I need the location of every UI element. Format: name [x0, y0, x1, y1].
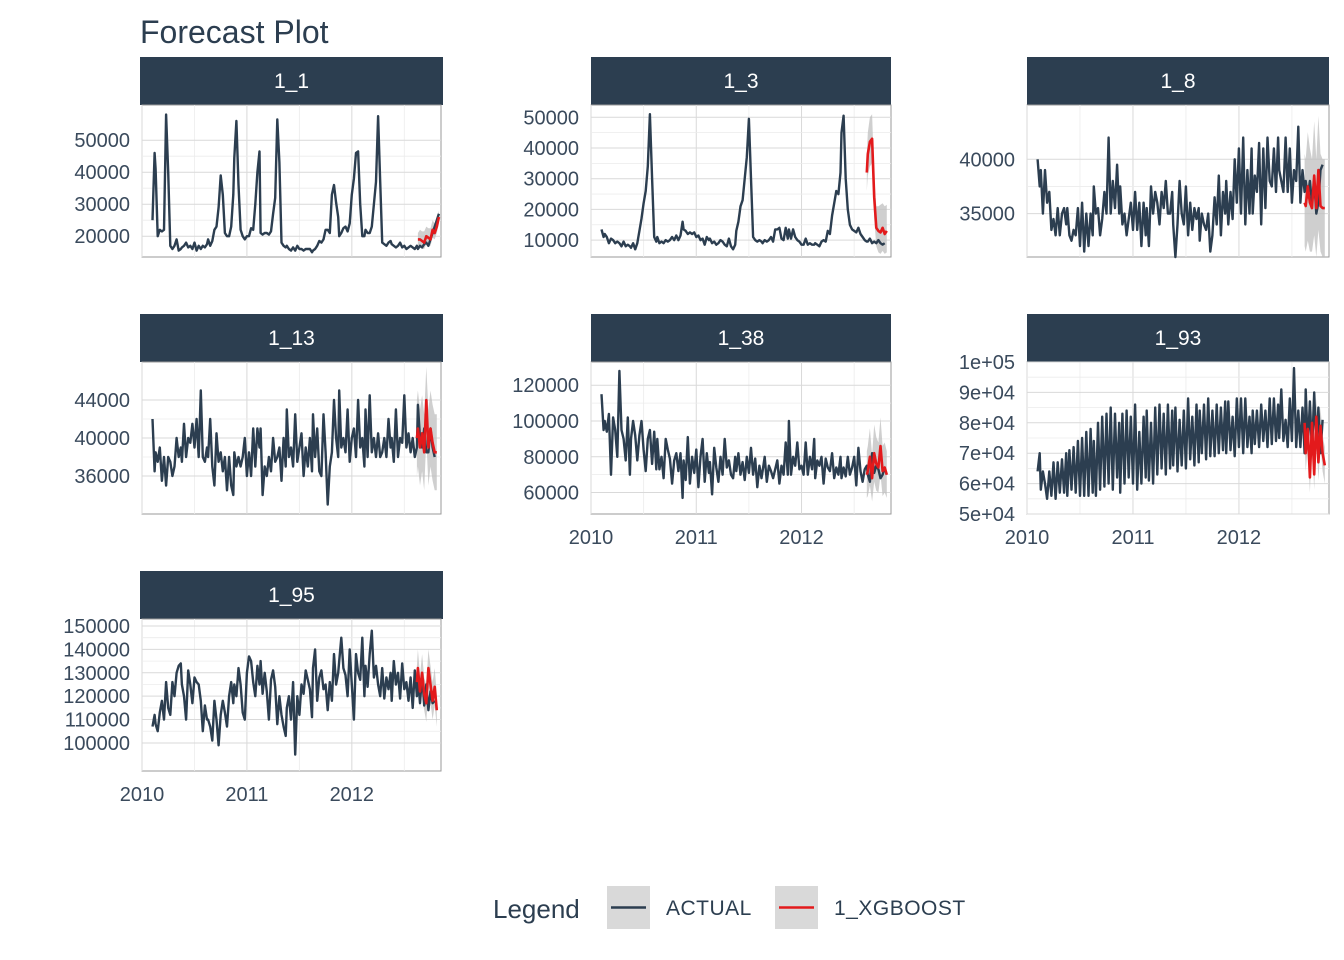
y-tick-label: 40000 [523, 138, 579, 160]
forecast-series-line [1303, 415, 1327, 479]
y-tick-label: 140000 [63, 639, 130, 661]
facets-layer: 1_1 20000 30000 40000 50000 1_3 10000 20000 3000… [63, 57, 1330, 806]
y-tick-label: 40000 [959, 149, 1015, 171]
y-tick-label: 7e+04 [959, 443, 1015, 465]
y-tick-label: 30000 [74, 194, 130, 216]
x-tick-label: 2010 [569, 527, 614, 549]
y-tick-label: 1e+05 [959, 352, 1015, 374]
legend-title: Legend [493, 894, 580, 924]
x-tick-label: 2010 [1005, 527, 1050, 549]
actual-series-line [151, 113, 441, 254]
actual-series-line [151, 629, 436, 756]
x-tick-label: 2011 [675, 527, 718, 549]
grid-lines [141, 105, 441, 257]
legend-label-forecast: 1_XGBOOST [834, 897, 966, 920]
y-tick-label: 9e+04 [959, 382, 1015, 404]
forecast-ribbon [866, 417, 887, 502]
chart-title: Forecast Plot [140, 14, 329, 50]
x-tick-label: 2012 [330, 784, 375, 806]
y-tick-label: 35000 [959, 204, 1015, 226]
x-tick-label: 2012 [1217, 527, 1262, 549]
y-tick-label: 36000 [74, 466, 130, 488]
actual-series-line [151, 389, 436, 506]
facet-strip [1027, 57, 1329, 105]
forecast-ribbon [417, 210, 439, 249]
facet-strip-label: 1_38 [718, 327, 765, 350]
forecast-series-line [865, 137, 888, 236]
y-tick-label: 110000 [65, 710, 130, 732]
actual-series-line [600, 369, 886, 500]
y-tick-label: 80000 [523, 447, 579, 469]
forecast-series-line [417, 216, 441, 244]
facet-strip [140, 314, 443, 362]
y-tick-label: 50000 [74, 130, 130, 152]
y-tick-label: 30000 [523, 169, 579, 191]
y-tick-label: 50000 [523, 107, 579, 129]
facet-strip-label: 1_1 [274, 70, 309, 93]
grid-lines [141, 619, 441, 771]
forecast-series-line [415, 666, 439, 711]
y-tick-label: 120000 [512, 375, 579, 397]
facet-strip-label: 1_13 [268, 327, 315, 350]
facet-strip-label: 1_95 [268, 584, 315, 607]
y-tick-label: 40000 [74, 162, 130, 184]
facet-strip [1027, 314, 1329, 362]
actual-series-line [600, 113, 886, 251]
x-tick-label: 2011 [225, 784, 268, 806]
facet-panel-1_13: 1_13 36000 40000 44000 [74, 314, 443, 515]
y-tick-label: 150000 [63, 616, 130, 638]
facet-panel-1_3: 1_3 10000 20000 30000 40000 50000 [523, 57, 892, 258]
y-tick-label: 100000 [512, 411, 579, 433]
facet-panel-1_38: 1_38 60000 80000 100000 120000 2010 2011 2012 [512, 314, 892, 549]
y-tick-label: 10000 [523, 230, 579, 252]
facet-strip [591, 314, 891, 362]
forecast-series-line [865, 444, 889, 480]
y-tick-label: 100000 [63, 733, 130, 755]
facet-panel-1_93: 1_93 5e+04 6e+04 7e+04 8e+04 9e+04 1e+05 2010 20… [959, 314, 1330, 549]
y-tick-label: 20000 [523, 199, 579, 221]
facet-panel-1_95: 1_95 100000110000120000130000140000150000… [63, 571, 443, 806]
forecast-series-line [415, 398, 437, 454]
facet-strip [140, 571, 443, 619]
y-tick-label: 6e+04 [959, 474, 1015, 496]
actual-series-line [1036, 125, 1324, 259]
facet-strip [591, 57, 891, 105]
facet-strip [140, 57, 443, 105]
facet-strip-label: 1_8 [1160, 70, 1195, 93]
y-tick-label: 60000 [523, 483, 579, 505]
y-tick-label: 5e+04 [959, 504, 1015, 526]
y-tick-label: 120000 [63, 686, 130, 708]
y-tick-label: 130000 [63, 663, 130, 685]
x-tick-label: 2010 [120, 784, 165, 806]
y-tick-label: 20000 [74, 226, 130, 248]
facet-panel-1_1: 1_1 20000 30000 40000 50000 [74, 57, 443, 258]
facet-panel-1_8: 1_8 35000 40000 [959, 57, 1330, 259]
facet-strip-label: 1_93 [1155, 327, 1202, 350]
legend: Legend ACTUAL 1_XGBOOST [493, 886, 966, 929]
forecast-series-line [1303, 168, 1325, 210]
y-tick-label: 44000 [74, 390, 130, 412]
y-tick-label: 40000 [74, 428, 130, 450]
facet-strip-label: 1_3 [723, 70, 758, 93]
actual-series-line [1036, 366, 1324, 500]
panel-border [141, 104, 442, 258]
x-tick-label: 2012 [779, 527, 824, 549]
y-tick-label: 8e+04 [959, 413, 1015, 435]
x-tick-label: 2011 [1111, 527, 1154, 549]
legend-label-actual: ACTUAL [666, 897, 752, 920]
